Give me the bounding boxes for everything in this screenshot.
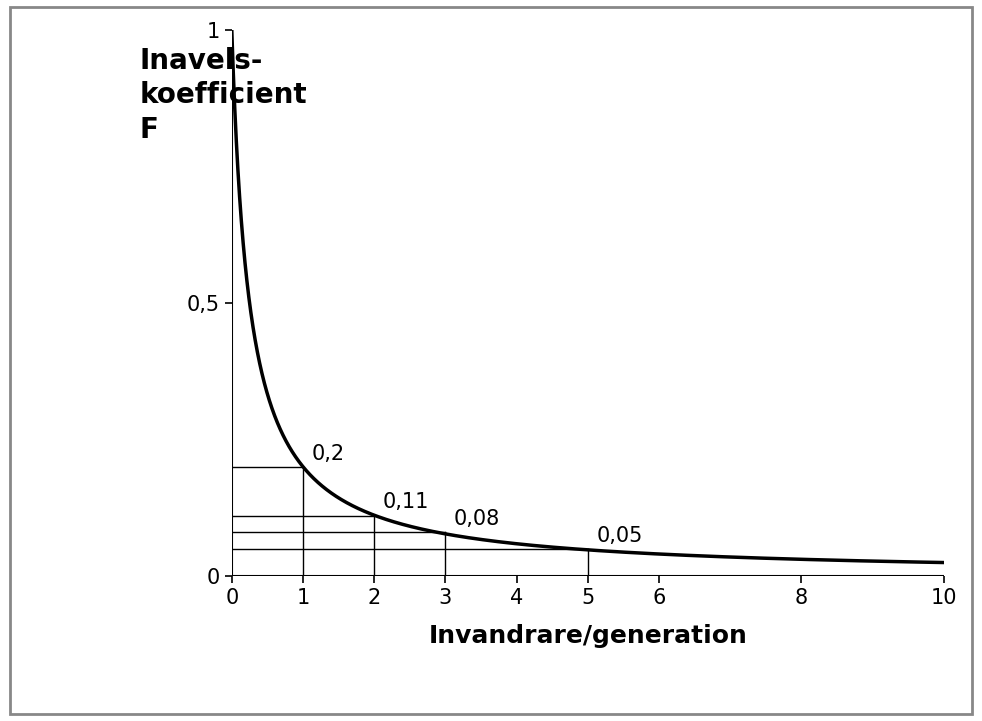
Text: Inavels-
koefficient
F: Inavels- koefficient F: [139, 47, 306, 143]
Text: 0,2: 0,2: [311, 444, 345, 464]
Text: 0,11: 0,11: [383, 492, 429, 512]
Text: 0,05: 0,05: [596, 526, 643, 546]
Text: 0,08: 0,08: [454, 510, 500, 529]
X-axis label: Invandrare/generation: Invandrare/generation: [428, 624, 747, 648]
